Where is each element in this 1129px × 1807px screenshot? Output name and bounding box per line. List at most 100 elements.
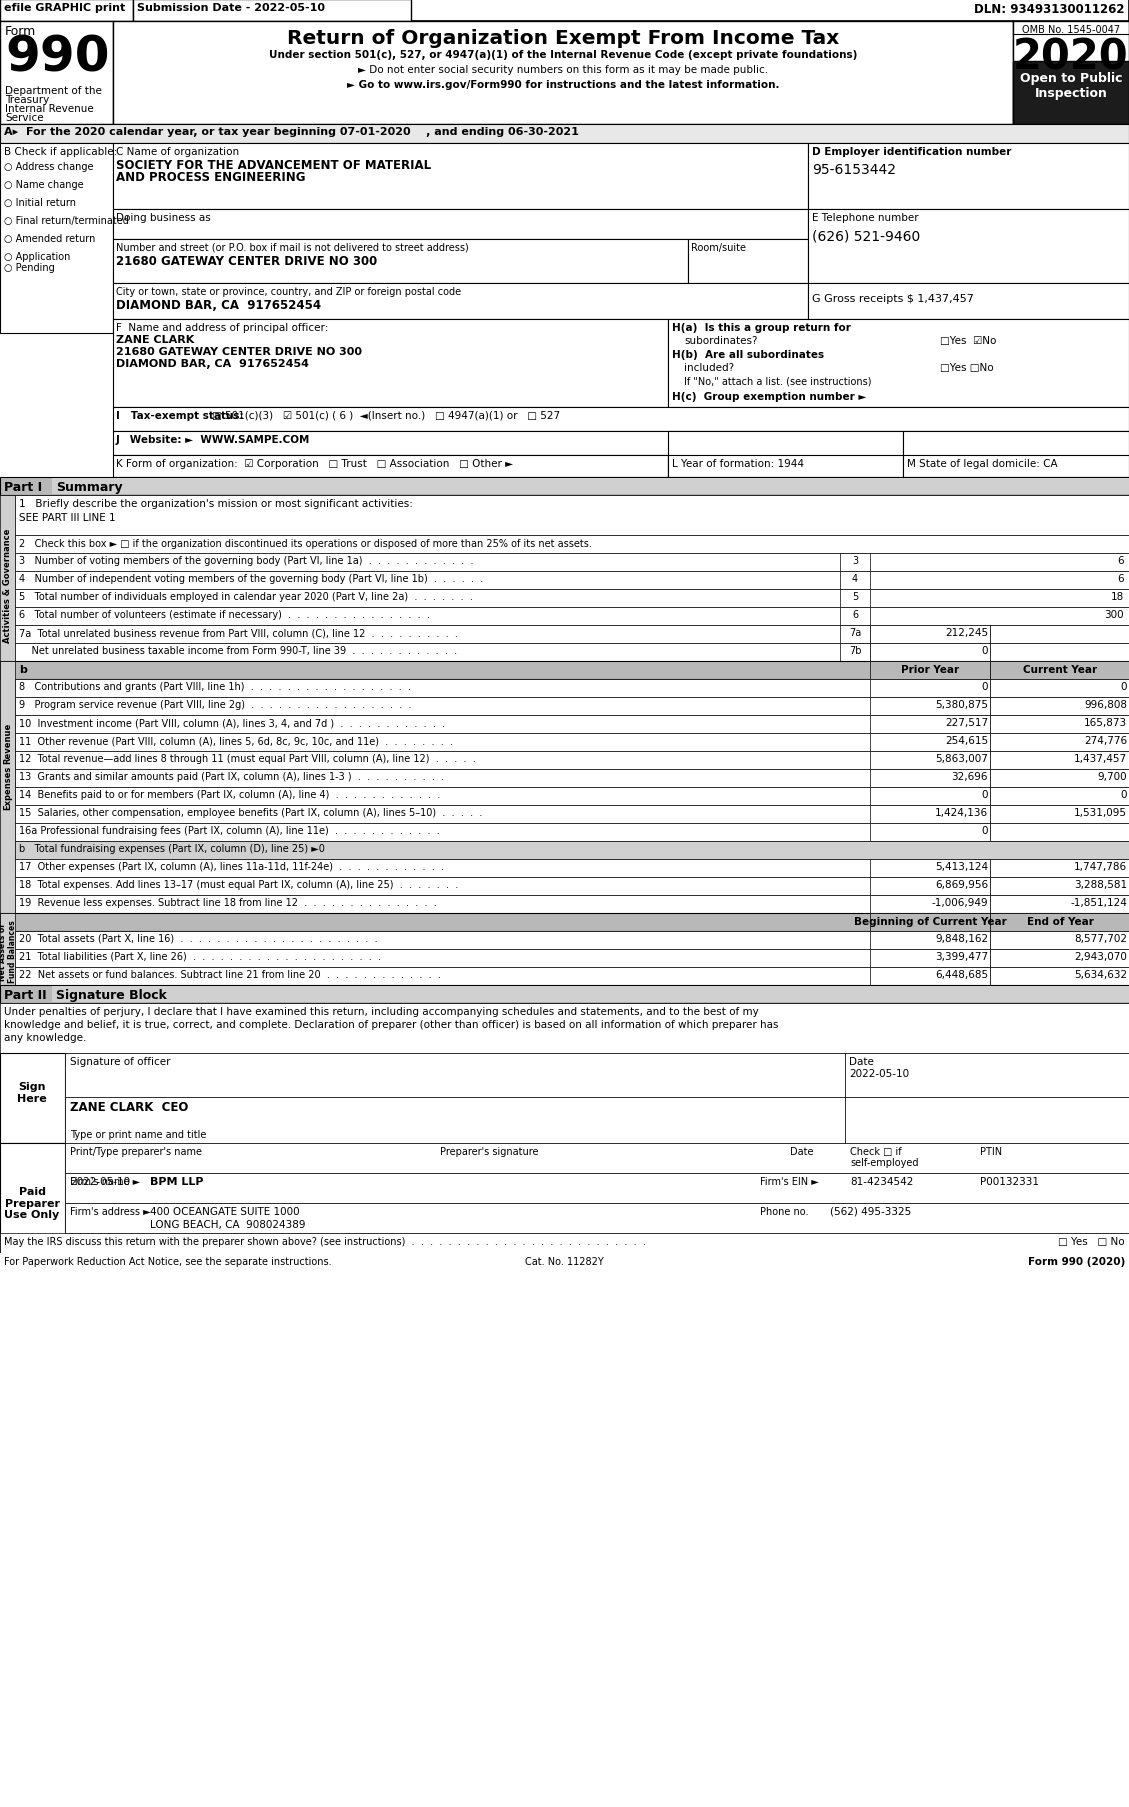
Bar <box>15 878 1129 896</box>
Text: Firm's EIN ►: Firm's EIN ► <box>760 1176 819 1187</box>
Text: ZANE CLARK  CEO: ZANE CLARK CEO <box>70 1100 189 1113</box>
Bar <box>840 625 870 643</box>
Text: D Employer identification number: D Employer identification number <box>812 146 1012 157</box>
Text: Type or print name and title: Type or print name and title <box>70 1129 207 1140</box>
Text: 2020: 2020 <box>1013 36 1129 78</box>
Text: Firm's name ►: Firm's name ► <box>70 1176 140 1187</box>
Text: 1,747,786: 1,747,786 <box>1074 862 1127 871</box>
Text: any knowledge.: any knowledge. <box>5 1032 87 1043</box>
Text: L Year of formation: 1944: L Year of formation: 1944 <box>672 459 804 468</box>
Text: -1,851,124: -1,851,124 <box>1070 898 1127 907</box>
Text: 0: 0 <box>1120 681 1127 692</box>
Text: 996,808: 996,808 <box>1084 699 1127 710</box>
Bar <box>113 455 668 477</box>
Text: Sign
Here: Sign Here <box>17 1081 47 1102</box>
Text: 5,863,007: 5,863,007 <box>935 754 988 764</box>
Text: F  Name and address of principal officer:: F Name and address of principal officer: <box>116 323 329 332</box>
Text: 6: 6 <box>1118 573 1124 584</box>
Text: PTIN: PTIN <box>980 1146 1003 1156</box>
Text: Treasury: Treasury <box>5 96 50 105</box>
Text: A▸  For the 2020 calendar year, or tax year beginning 07-01-2020    , and ending: A▸ For the 2020 calendar year, or tax ye… <box>5 126 579 137</box>
Text: SEE PART III LINE 1: SEE PART III LINE 1 <box>19 513 115 522</box>
Bar <box>15 643 1129 661</box>
Text: Return of Organization Exempt From Income Tax: Return of Organization Exempt From Incom… <box>287 29 839 49</box>
Bar <box>0 661 15 914</box>
Bar <box>52 987 1129 1003</box>
Bar <box>15 535 1129 553</box>
Text: If "No," attach a list. (see instructions): If "No," attach a list. (see instruction… <box>684 378 872 387</box>
Text: Date: Date <box>849 1057 874 1066</box>
Bar <box>990 806 1129 824</box>
Bar <box>113 145 808 210</box>
Text: C Name of organization: C Name of organization <box>116 146 239 157</box>
Bar <box>990 734 1129 752</box>
Bar <box>903 455 1129 477</box>
Text: (562) 495-3325: (562) 495-3325 <box>830 1207 911 1216</box>
Text: 9,848,162: 9,848,162 <box>935 934 988 943</box>
Bar <box>808 145 1129 210</box>
Text: 8,577,702: 8,577,702 <box>1074 934 1127 943</box>
Bar <box>0 495 15 676</box>
Text: Under section 501(c), 527, or 4947(a)(1) of the Internal Revenue Code (except pr: Under section 501(c), 527, or 4947(a)(1)… <box>269 51 857 60</box>
Text: Department of the: Department of the <box>5 87 102 96</box>
Bar <box>113 320 668 408</box>
Bar <box>870 949 990 967</box>
Text: Under penalties of perjury, I declare that I have examined this return, includin: Under penalties of perjury, I declare th… <box>5 1006 759 1016</box>
Text: 2022-05-10: 2022-05-10 <box>70 1176 130 1187</box>
Text: Room/suite: Room/suite <box>691 242 746 253</box>
Text: 81-4234542: 81-4234542 <box>850 1176 913 1187</box>
Bar <box>113 240 688 284</box>
Text: Submission Date - 2022-05-10: Submission Date - 2022-05-10 <box>137 4 325 13</box>
Bar <box>870 788 990 806</box>
Text: 1,437,457: 1,437,457 <box>1074 754 1127 764</box>
Bar <box>870 770 990 788</box>
Text: 20  Total assets (Part X, line 16)  .  .  .  .  .  .  .  .  .  .  .  .  .  .  . : 20 Total assets (Part X, line 16) . . . … <box>19 934 377 943</box>
Text: Activities & Governance: Activities & Governance <box>3 528 12 643</box>
Bar <box>1013 22 1129 125</box>
Text: Service: Service <box>5 112 44 123</box>
Text: 4: 4 <box>852 573 858 584</box>
Bar <box>15 607 1129 625</box>
Text: 6,448,685: 6,448,685 <box>935 970 988 979</box>
Bar <box>870 679 990 698</box>
Text: 227,517: 227,517 <box>945 717 988 728</box>
Text: 6   Total number of volunteers (estimate if necessary)  .  .  .  .  .  .  .  .  : 6 Total number of volunteers (estimate i… <box>19 609 430 620</box>
Bar <box>870 914 990 931</box>
Text: J   Website: ►  WWW.SAMPE.COM: J Website: ► WWW.SAMPE.COM <box>116 435 310 445</box>
Text: Paid
Preparer
Use Only: Paid Preparer Use Only <box>5 1187 60 1220</box>
Text: 3,288,581: 3,288,581 <box>1074 880 1127 889</box>
Text: 274,776: 274,776 <box>1084 735 1127 746</box>
Bar <box>844 1053 1129 1097</box>
Text: Cat. No. 11282Y: Cat. No. 11282Y <box>525 1256 603 1267</box>
Bar <box>870 698 990 716</box>
Bar <box>668 320 1129 408</box>
Text: 5,380,875: 5,380,875 <box>935 699 988 710</box>
Text: 6: 6 <box>1118 557 1124 566</box>
Text: 21680 GATEWAY CENTER DRIVE NO 300: 21680 GATEWAY CENTER DRIVE NO 300 <box>116 255 377 267</box>
Bar <box>133 0 411 22</box>
Bar <box>840 553 870 571</box>
Bar <box>0 22 113 125</box>
Text: 0: 0 <box>981 645 988 656</box>
Bar <box>113 22 1013 125</box>
Bar <box>990 967 1129 985</box>
Text: Signature of officer: Signature of officer <box>70 1057 170 1066</box>
Bar <box>990 625 1129 643</box>
Text: B Check if applicable:: B Check if applicable: <box>5 146 117 157</box>
Text: 18  Total expenses. Add lines 13–17 (must equal Part IX, column (A), line 25)  .: 18 Total expenses. Add lines 13–17 (must… <box>19 880 458 889</box>
Bar <box>990 931 1129 949</box>
Text: ○ Address change: ○ Address change <box>5 163 94 172</box>
Bar <box>990 824 1129 842</box>
Bar <box>870 734 990 752</box>
Text: 2022-05-10: 2022-05-10 <box>849 1068 909 1079</box>
Bar <box>0 125 1129 145</box>
Text: Revenue: Revenue <box>3 723 12 763</box>
Bar <box>65 1053 844 1097</box>
Bar <box>0 679 15 806</box>
Text: Number and street (or P.O. box if mail is not delivered to street address): Number and street (or P.O. box if mail i… <box>116 242 469 253</box>
Text: H(c)  Group exemption number ►: H(c) Group exemption number ► <box>672 392 866 401</box>
Bar <box>15 806 1129 824</box>
Bar <box>113 210 808 240</box>
Text: E Telephone number: E Telephone number <box>812 213 919 222</box>
Text: SOCIETY FOR THE ADVANCEMENT OF MATERIAL: SOCIETY FOR THE ADVANCEMENT OF MATERIAL <box>116 159 431 172</box>
